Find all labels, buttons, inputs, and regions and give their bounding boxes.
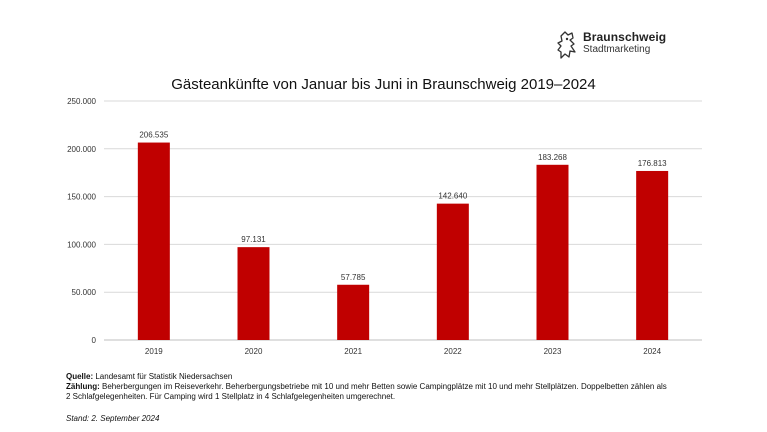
y-tick-label: 200.000 xyxy=(67,145,96,154)
data-label: 57.785 xyxy=(341,273,366,282)
heraldic-lion-icon xyxy=(557,31,576,59)
y-tick-label: 0 xyxy=(92,336,97,345)
data-label: 142.640 xyxy=(438,192,467,201)
bar xyxy=(237,247,270,340)
y-tick-label: 50.000 xyxy=(72,288,97,297)
bar xyxy=(636,170,669,340)
x-tick-label: 2023 xyxy=(544,347,562,356)
footnote-date: Stand: 2. September 2024 xyxy=(66,414,160,423)
bar xyxy=(436,203,469,340)
logo: Braunschweig Stadtmarketing xyxy=(555,30,675,64)
footnote-source: Quelle: Landesamt für Statistik Niedersa… xyxy=(66,372,232,382)
source-label: Quelle: xyxy=(66,372,94,381)
counting-text-line2: 2 Schlafgelegenheiten. Für Camping wird … xyxy=(66,392,396,401)
data-label: 183.268 xyxy=(538,153,567,162)
bar xyxy=(137,142,170,340)
bar xyxy=(337,284,370,340)
chart-title: Gästeankünfte von Januar bis Juni in Bra… xyxy=(171,76,596,93)
x-tick-label: 2022 xyxy=(444,347,462,356)
data-label: 206.535 xyxy=(139,131,168,140)
footnote-counting: Zählung: Beherbergungen im Reiseverkehr.… xyxy=(66,382,716,402)
x-tick-label: 2024 xyxy=(643,347,661,356)
x-tick-label: 2019 xyxy=(145,347,163,356)
y-tick-label: 100.000 xyxy=(67,240,96,249)
y-tick-label: 250.000 xyxy=(67,97,96,106)
data-label: 97.131 xyxy=(241,235,266,244)
y-tick-label: 150.000 xyxy=(67,193,96,202)
brand-name: Braunschweig xyxy=(583,30,667,44)
brand-subtitle: Stadtmarketing xyxy=(583,44,651,55)
counting-text-line1: Beherbergungen im Reiseverkehr. Beherber… xyxy=(102,382,667,391)
bar xyxy=(536,164,569,340)
counting-label: Zählung: xyxy=(66,382,100,391)
x-tick-label: 2020 xyxy=(245,347,263,356)
source-text: Landesamt für Statistik Niedersachsen xyxy=(95,372,233,381)
x-tick-label: 2021 xyxy=(344,347,362,356)
data-label: 176.813 xyxy=(638,159,667,168)
